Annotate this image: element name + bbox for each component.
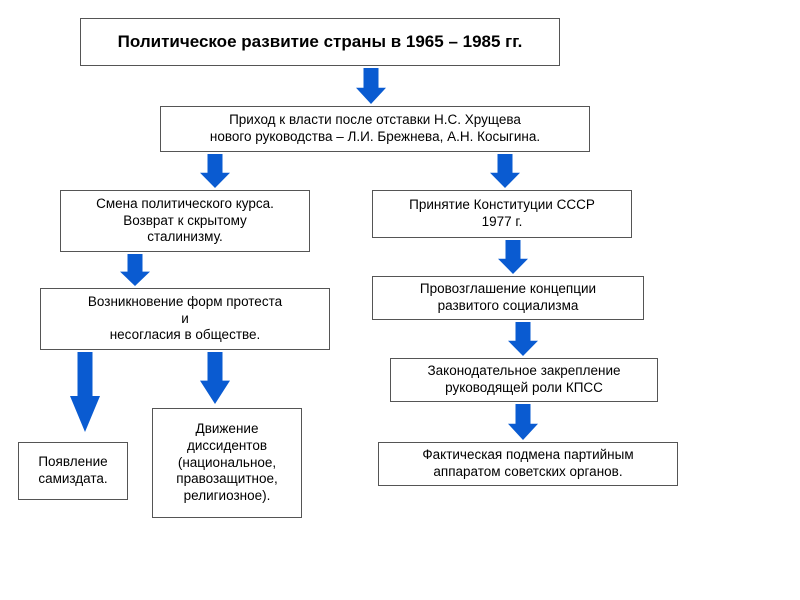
right1-text: Принятие Конституции СССР1977 г. <box>409 197 595 231</box>
left3b-text: Движениедиссидентов(национальное,правоза… <box>176 421 277 505</box>
right3-text: Законодательное закреплениеруководящей р… <box>427 363 620 397</box>
right1-box: Принятие Конституции СССР1977 г. <box>372 190 632 238</box>
right4-text: Фактическая подмена партийнымаппаратом с… <box>422 447 633 481</box>
left3b-box: Движениедиссидентов(национальное,правоза… <box>152 408 302 518</box>
right3-box: Законодательное закреплениеруководящей р… <box>390 358 658 402</box>
left2-text: Возникновение форм протестаинесогласия в… <box>88 294 282 345</box>
right4-box: Фактическая подмена партийнымаппаратом с… <box>378 442 678 486</box>
arrow-down-icon <box>508 404 538 440</box>
intro-box: Приход к власти после отставки Н.С. Хрущ… <box>160 106 590 152</box>
title-box: Политическое развитие страны в 1965 – 19… <box>80 18 560 66</box>
left1-text: Смена политического курса.Возврат к скры… <box>96 196 274 247</box>
arrow-down-icon <box>200 154 230 188</box>
right2-box: Провозглашение концепцииразвитого социал… <box>372 276 644 320</box>
arrow-down-icon <box>70 352 100 432</box>
right2-text: Провозглашение концепцииразвитого социал… <box>420 281 596 315</box>
intro-text: Приход к власти после отставки Н.С. Хрущ… <box>210 112 540 146</box>
title-text: Политическое развитие страны в 1965 – 19… <box>118 31 523 52</box>
arrow-down-icon <box>490 154 520 188</box>
left1-box: Смена политического курса.Возврат к скры… <box>60 190 310 252</box>
arrow-down-icon <box>120 254 150 286</box>
left3a-box: Появлениесамиздата. <box>18 442 128 500</box>
left2-box: Возникновение форм протестаинесогласия в… <box>40 288 330 350</box>
arrow-down-icon <box>508 322 538 356</box>
arrow-down-icon <box>498 240 528 274</box>
arrow-down-icon <box>356 68 386 104</box>
arrow-down-icon <box>200 352 230 404</box>
left3a-text: Появлениесамиздата. <box>38 454 107 488</box>
